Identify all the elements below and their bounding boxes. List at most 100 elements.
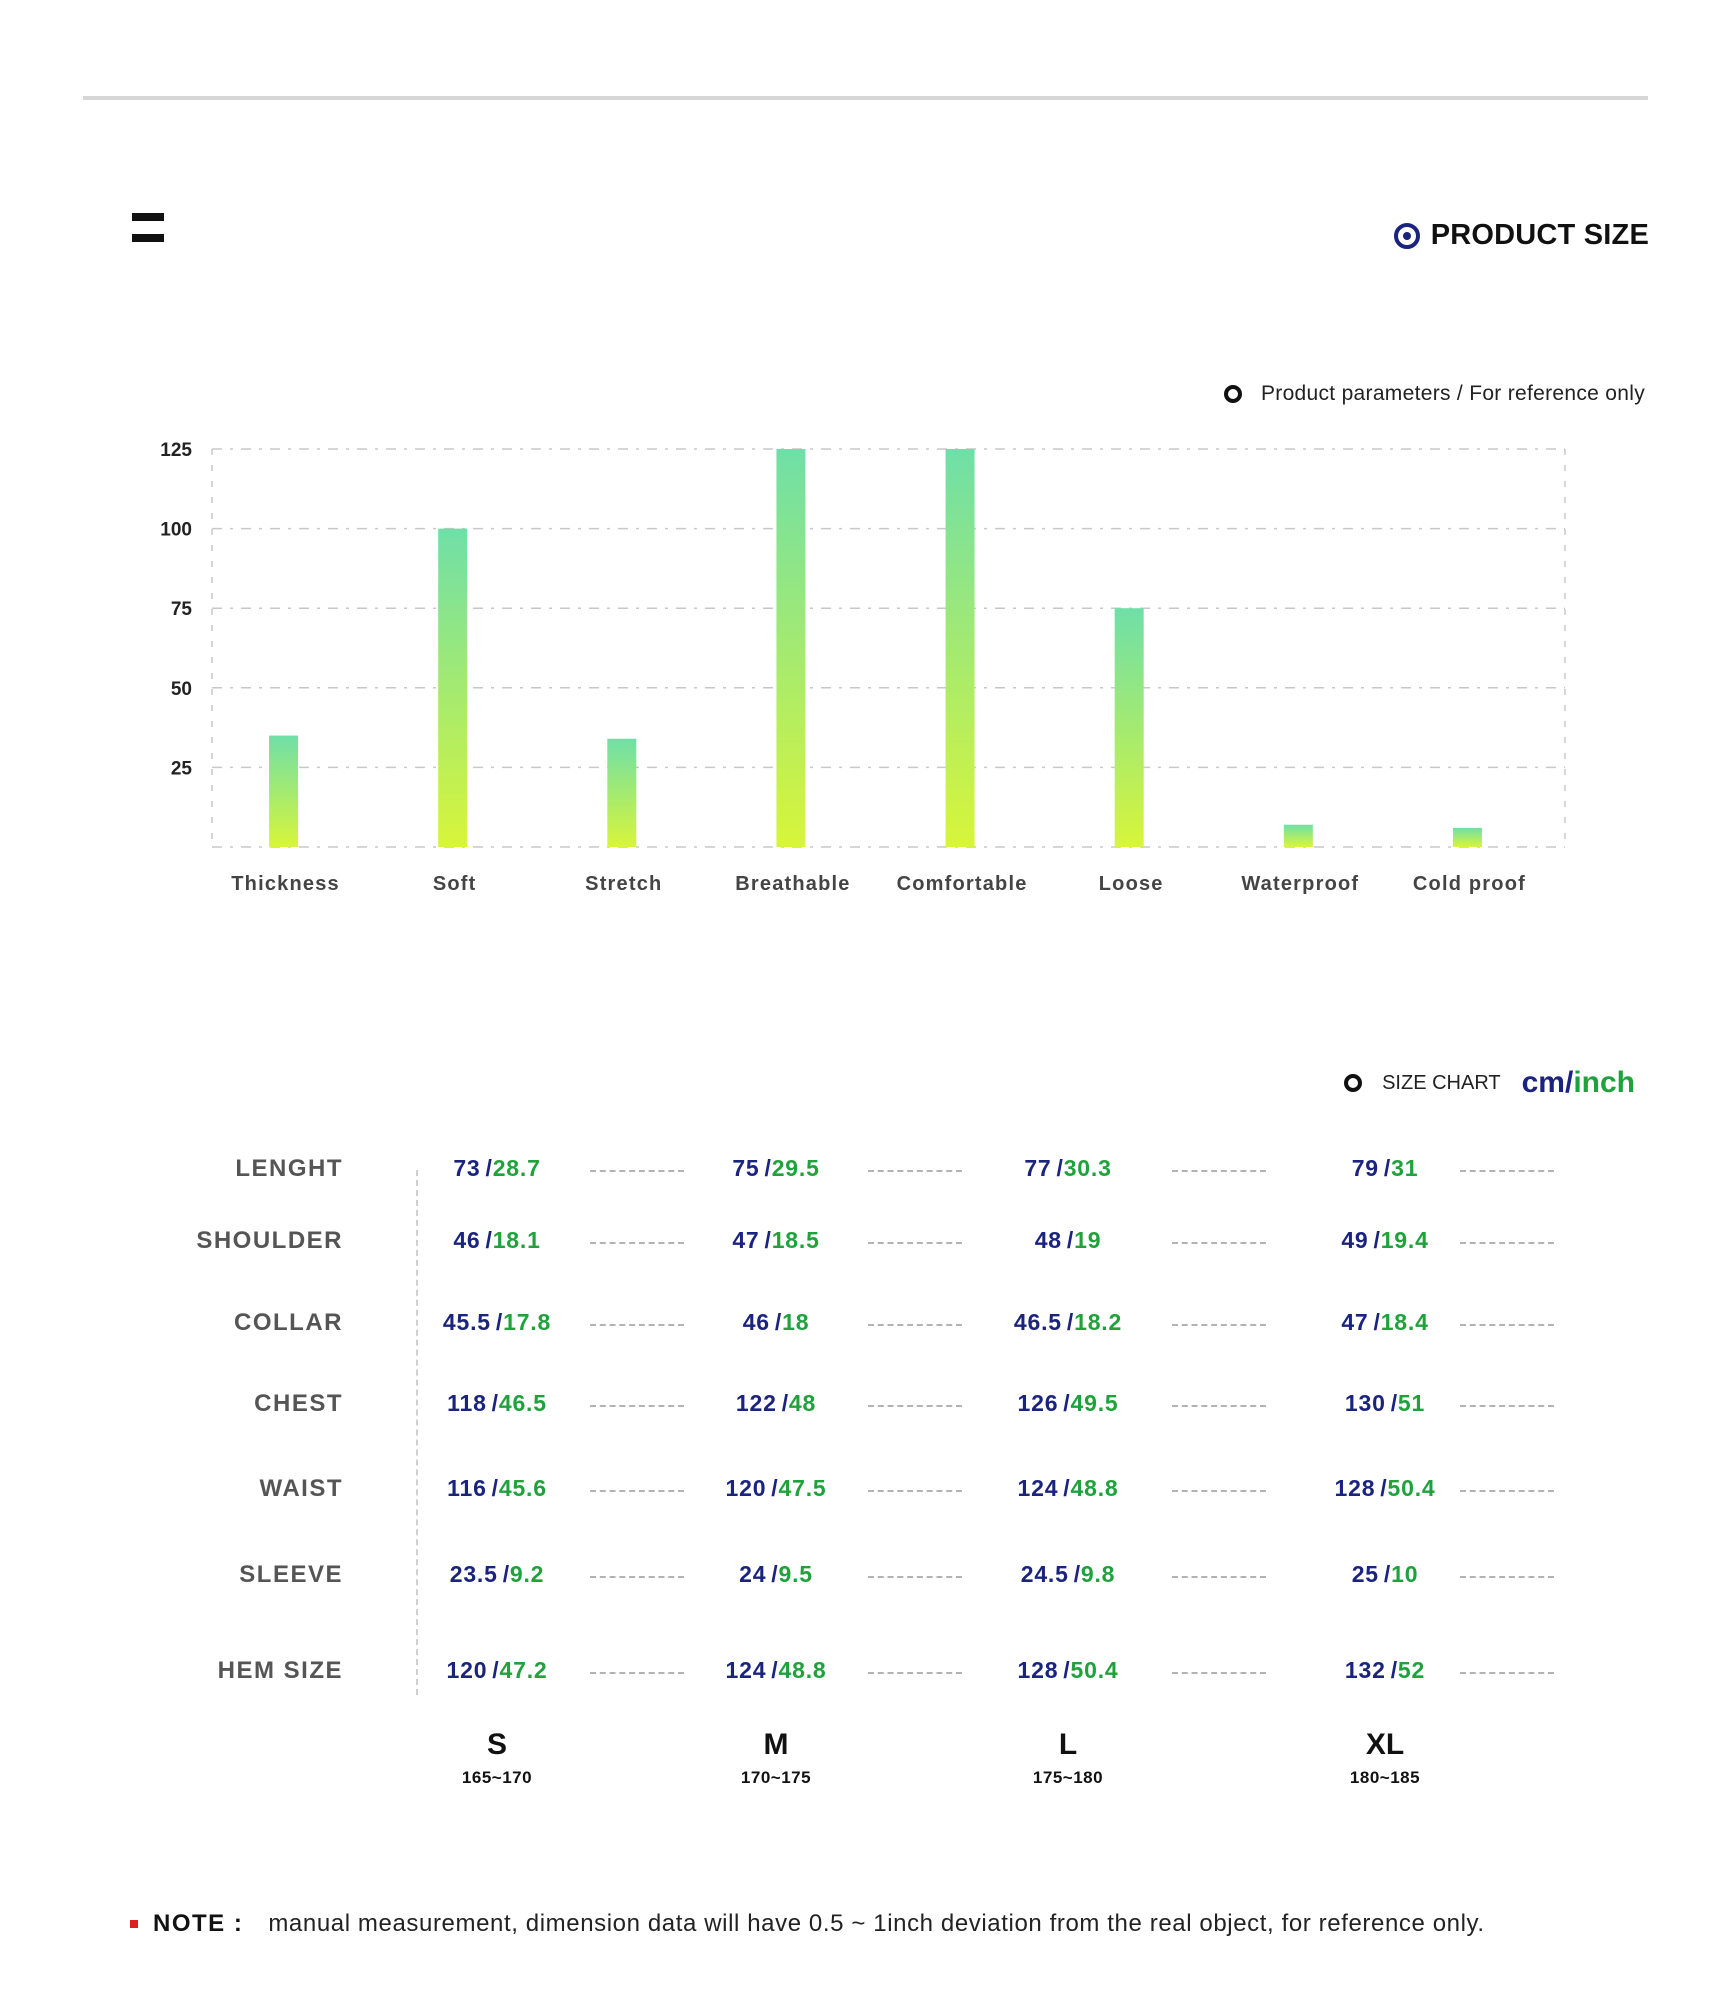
- value-separator: /: [495, 1309, 504, 1335]
- size-cell: 25/10: [1352, 1561, 1419, 1588]
- note-label: NOTE :: [153, 1910, 244, 1937]
- cm-value: 47: [1341, 1309, 1369, 1335]
- inch-value: 30.3: [1063, 1155, 1112, 1181]
- size-cell: 118/46.5: [447, 1390, 547, 1417]
- parameters-bar-chart: 25 50 75 100 125 Thickness Soft Stretch Breatha…: [160, 440, 1566, 895]
- value-separator: /: [1073, 1561, 1081, 1587]
- dash-separator: [590, 1405, 684, 1407]
- inch-value: 48.8: [1070, 1475, 1119, 1501]
- dash-separator: [1460, 1672, 1554, 1674]
- dash-separator: [590, 1576, 684, 1578]
- cm-value: 47: [732, 1227, 760, 1253]
- dash-separator: [868, 1242, 962, 1244]
- cm-value: 132: [1344, 1657, 1386, 1683]
- size-cell: 24/9.5: [739, 1561, 813, 1588]
- size-height-range: 175~180: [1032, 1768, 1104, 1787]
- cm-value: 120: [446, 1657, 488, 1683]
- value-separator: /: [492, 1657, 500, 1683]
- inch-value: 18.1: [492, 1227, 541, 1253]
- section-title: PRODUCT SIZE: [1430, 219, 1649, 251]
- cm-value: 124: [725, 1657, 767, 1683]
- inch-value: 17.8: [503, 1309, 552, 1335]
- size-height-range: 180~185: [1349, 1768, 1421, 1787]
- row-label: SLEEVE: [239, 1561, 343, 1588]
- cm-value: 24: [739, 1561, 767, 1587]
- dash-separator: [1460, 1576, 1554, 1578]
- x-tick-label: Stretch: [585, 873, 662, 895]
- dash-separator: [1460, 1490, 1554, 1492]
- size-chart-header: SIZE CHART cm / inch: [1344, 1066, 1635, 1100]
- y-tick-label: 25: [171, 758, 193, 779]
- size-cell: 45.5/17.8: [443, 1309, 551, 1336]
- dash-separator: [590, 1170, 684, 1172]
- top-divider: [83, 96, 1648, 100]
- size-cell: 24.5/9.8: [1021, 1561, 1116, 1588]
- inch-value: 50.4: [1070, 1657, 1119, 1683]
- x-tick-label: Soft: [433, 873, 477, 895]
- inch-value: 47.2: [499, 1657, 548, 1683]
- cm-value: 46: [742, 1309, 770, 1335]
- cm-value: 77: [1024, 1155, 1052, 1181]
- table-divider: [416, 1170, 418, 1695]
- value-separator: /: [1063, 1390, 1071, 1416]
- x-tick-label: Cold proof: [1413, 873, 1526, 895]
- note-text: manual measurement, dimension data will …: [268, 1910, 1485, 1937]
- row-label: COLLAR: [234, 1309, 343, 1336]
- inch-value: 9.2: [509, 1561, 545, 1587]
- value-separator: /: [1373, 1309, 1381, 1335]
- size-chart-label: SIZE CHART: [1382, 1071, 1501, 1094]
- size-height-range: 170~175: [740, 1768, 812, 1787]
- cm-value: 46: [453, 1227, 481, 1253]
- size-cell: 23.5/9.2: [450, 1561, 545, 1588]
- value-separator: /: [1380, 1475, 1388, 1501]
- value-separator: /: [1383, 1561, 1392, 1587]
- cm-value: 45.5: [442, 1309, 491, 1335]
- value-separator: /: [771, 1561, 779, 1587]
- cm-value: 130: [1344, 1390, 1386, 1416]
- dash-separator: [1172, 1405, 1266, 1407]
- value-separator: /: [1373, 1227, 1381, 1253]
- dash-separator: [1460, 1170, 1554, 1172]
- bar: [607, 738, 637, 847]
- row-label: HEM SIZE: [217, 1657, 343, 1684]
- cm-value: 49: [1341, 1227, 1369, 1253]
- bar: [776, 449, 806, 847]
- dash-separator: [868, 1405, 962, 1407]
- menu-icon[interactable]: [132, 213, 164, 242]
- cm-value: 118: [447, 1390, 487, 1416]
- y-tick-label: 75: [171, 599, 193, 620]
- inch-value: 48: [788, 1390, 817, 1416]
- cm-value: 75: [732, 1155, 760, 1181]
- note: NOTE : manual measurement, dimension dat…: [130, 1910, 1485, 1938]
- size-cell: 130/51: [1345, 1390, 1425, 1417]
- size-cell: 79/31: [1352, 1155, 1419, 1182]
- cm-value: 73: [453, 1155, 481, 1181]
- value-separator: /: [502, 1561, 510, 1587]
- value-separator: /: [1063, 1475, 1071, 1501]
- dash-separator: [1460, 1242, 1554, 1244]
- size-cell: 124/48.8: [726, 1657, 827, 1684]
- value-separator: /: [771, 1475, 779, 1501]
- size-cell: 47/18.4: [1341, 1309, 1428, 1336]
- dash-separator: [1172, 1170, 1266, 1172]
- value-separator: /: [1066, 1227, 1075, 1253]
- cm-value: 120: [725, 1475, 767, 1501]
- inch-value: 28.7: [492, 1155, 541, 1181]
- size-cell: 128/50.4: [1335, 1475, 1436, 1502]
- size-name: M: [763, 1728, 789, 1761]
- x-tick-label: Loose: [1099, 873, 1164, 895]
- inch-value: 51: [1397, 1390, 1426, 1416]
- value-separator: /: [771, 1657, 779, 1683]
- row-label: SHOULDER: [196, 1227, 343, 1254]
- size-cell: 122/48: [736, 1390, 816, 1417]
- size-cell: 124/48.8: [1018, 1475, 1119, 1502]
- inch-value: 9.8: [1080, 1561, 1116, 1587]
- size-cell: 126/49.5: [1018, 1390, 1119, 1417]
- row-label: CHEST: [254, 1390, 343, 1417]
- size-cell: 120/47.2: [447, 1657, 548, 1684]
- ring-icon: [1223, 385, 1242, 403]
- cm-value: 79: [1351, 1155, 1379, 1181]
- x-tick-label: Thickness: [231, 873, 340, 895]
- inch-value: 18: [782, 1309, 810, 1335]
- row-label: WAIST: [259, 1475, 343, 1502]
